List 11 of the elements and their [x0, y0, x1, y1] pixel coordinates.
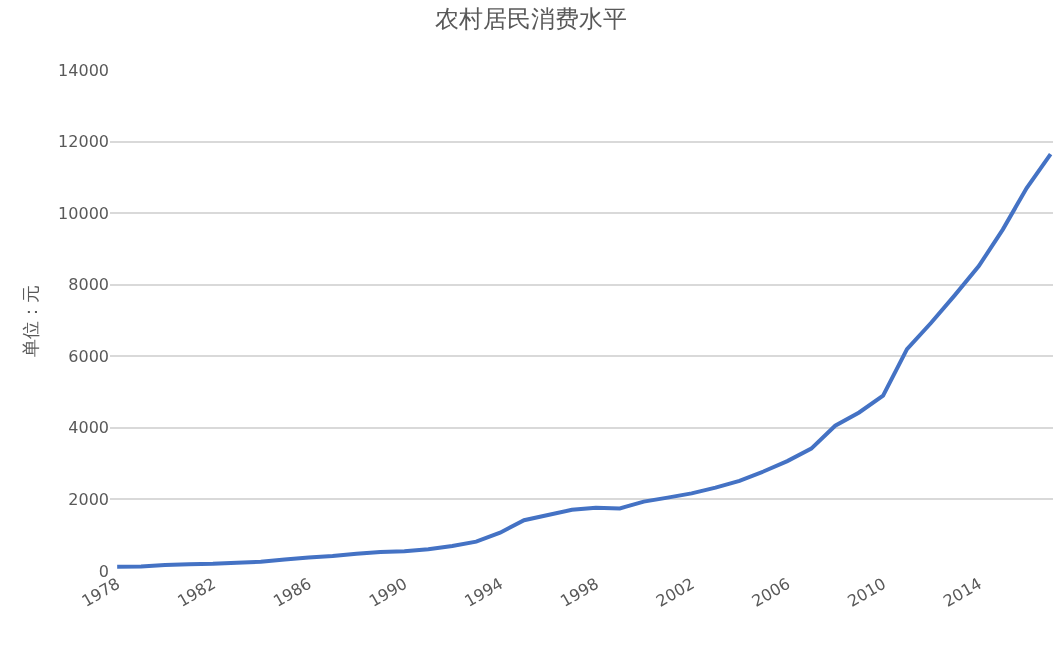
y-tick-label: 14000 — [58, 60, 109, 80]
y-tick-label: 8000 — [68, 275, 109, 295]
y-tick-label: 4000 — [68, 418, 109, 438]
y-tick-label: 12000 — [58, 132, 109, 152]
line-series — [115, 152, 1053, 569]
y-axis-title: 单位：元 — [20, 284, 42, 357]
chart-title: 农村居民消费水平 — [434, 4, 627, 33]
y-tick-label: 2000 — [68, 490, 109, 510]
y-tick-label: 10000 — [58, 203, 109, 223]
y-tick-label: 0 — [98, 561, 109, 581]
y-tick-label: 6000 — [68, 346, 109, 366]
